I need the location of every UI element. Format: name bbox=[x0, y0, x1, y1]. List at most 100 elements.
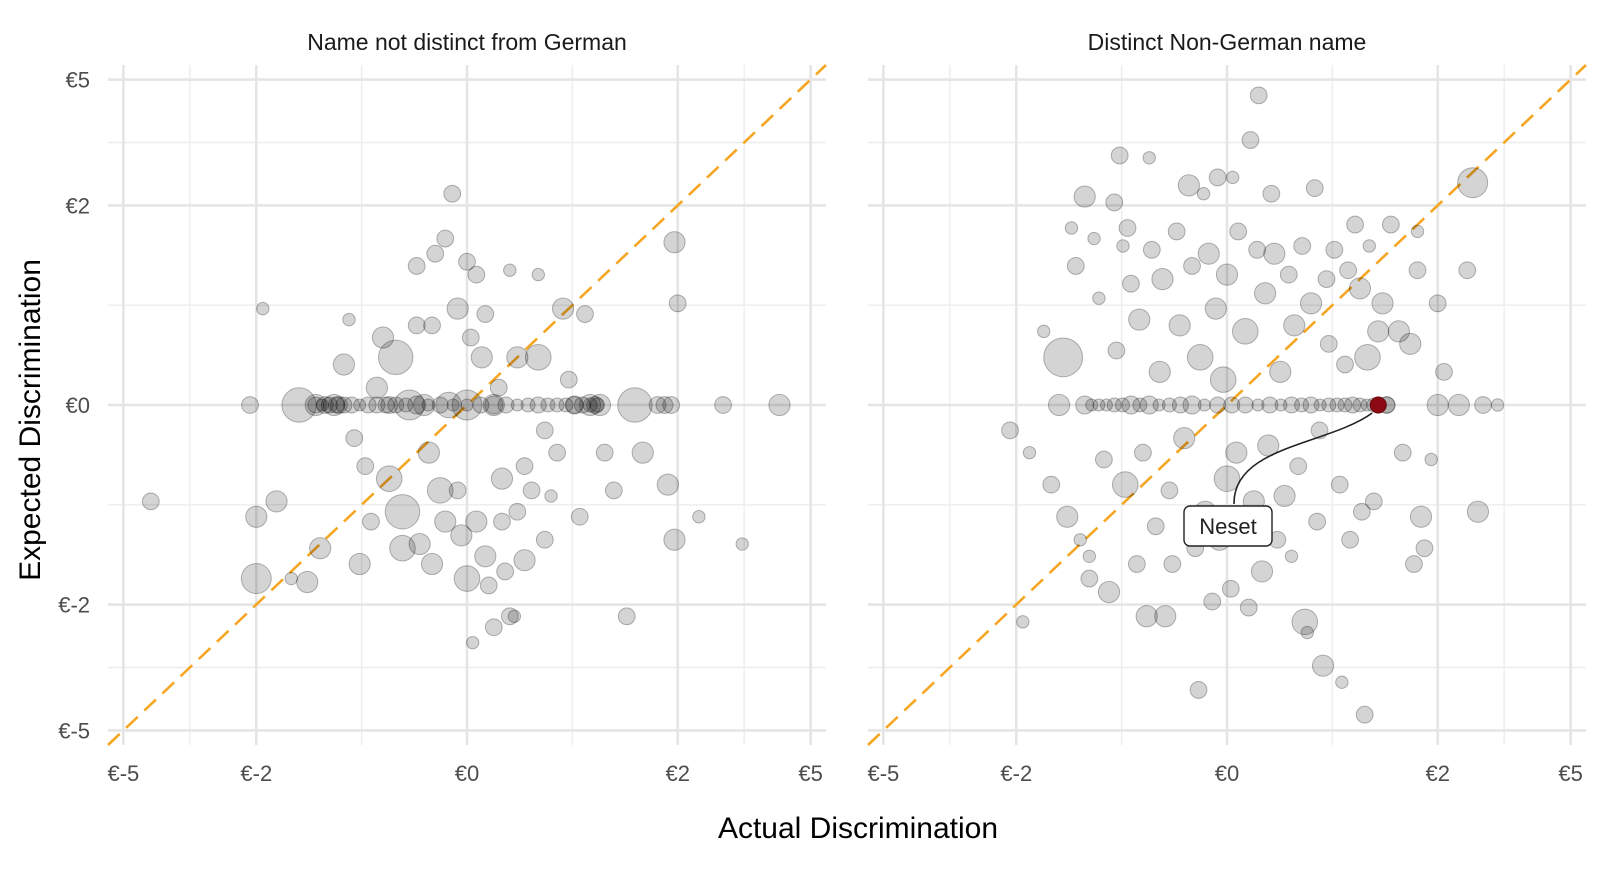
data-point bbox=[309, 537, 332, 560]
data-point bbox=[656, 473, 679, 496]
data-point bbox=[1279, 265, 1298, 284]
data-point bbox=[436, 229, 455, 248]
data-point bbox=[493, 512, 511, 531]
data-point bbox=[1490, 398, 1505, 412]
data-point bbox=[1209, 366, 1237, 393]
data-point bbox=[1085, 398, 1099, 412]
data-point bbox=[1229, 222, 1248, 241]
data-point bbox=[407, 395, 427, 415]
data-point bbox=[1355, 705, 1374, 724]
data-point bbox=[549, 397, 565, 413]
data-point bbox=[1424, 452, 1438, 467]
data-point bbox=[1336, 355, 1354, 374]
data-point bbox=[507, 609, 522, 623]
data-point bbox=[1167, 222, 1186, 241]
data-point bbox=[500, 607, 519, 626]
data-point bbox=[393, 389, 425, 421]
x-tick-label: €-2 bbox=[240, 761, 272, 786]
data-point bbox=[1283, 396, 1301, 414]
data-point bbox=[1346, 215, 1364, 234]
data-point bbox=[377, 396, 395, 414]
x-tick-label: €-5 bbox=[867, 761, 899, 786]
data-point bbox=[1254, 282, 1277, 305]
data-point bbox=[570, 507, 589, 526]
data-point bbox=[1092, 291, 1106, 305]
data-point bbox=[1457, 167, 1489, 199]
data-point bbox=[307, 396, 325, 414]
data-point bbox=[515, 457, 534, 476]
data-point bbox=[1221, 579, 1240, 598]
data-point bbox=[1294, 397, 1310, 413]
data-point bbox=[1092, 398, 1106, 412]
data-point bbox=[1305, 179, 1324, 198]
y-tick-label: €0 bbox=[66, 393, 90, 418]
data-point bbox=[1132, 397, 1148, 413]
data-point bbox=[1064, 221, 1079, 235]
data-point bbox=[573, 396, 591, 414]
data-point bbox=[1106, 397, 1122, 413]
data-point bbox=[1352, 502, 1371, 521]
reference-line-y-equals-x bbox=[867, 64, 1587, 746]
data-point bbox=[1354, 344, 1381, 371]
data-point bbox=[1114, 397, 1130, 413]
data-point bbox=[1435, 362, 1453, 381]
data-point bbox=[458, 252, 476, 271]
reference-line-y-equals-x bbox=[107, 64, 827, 746]
data-point bbox=[241, 396, 259, 414]
y-axis-title: Expected Discrimination bbox=[14, 259, 47, 581]
data-point bbox=[1042, 475, 1061, 494]
data-point bbox=[1111, 471, 1139, 498]
data-point bbox=[1387, 320, 1410, 343]
data-point bbox=[714, 396, 732, 414]
data-point bbox=[389, 534, 416, 562]
data-point bbox=[1196, 187, 1211, 201]
data-point bbox=[465, 510, 488, 533]
data-point bbox=[342, 312, 356, 327]
data-point bbox=[1283, 314, 1306, 337]
data-point bbox=[510, 398, 524, 412]
data-point bbox=[423, 316, 441, 335]
data-point bbox=[595, 443, 614, 462]
data-point bbox=[1135, 605, 1158, 628]
data-point bbox=[1447, 393, 1470, 417]
data-point bbox=[1186, 344, 1214, 371]
data-point bbox=[1177, 174, 1200, 197]
data-point bbox=[1203, 592, 1222, 611]
data-point bbox=[1225, 170, 1240, 185]
data-point bbox=[489, 378, 508, 397]
data-point bbox=[579, 393, 602, 417]
data-point bbox=[1367, 320, 1390, 343]
data-point bbox=[1173, 427, 1196, 450]
data-point bbox=[353, 398, 367, 412]
data-point bbox=[655, 396, 674, 414]
data-point bbox=[1248, 240, 1267, 259]
data-point bbox=[407, 316, 426, 335]
data-point bbox=[1317, 270, 1336, 288]
data-point bbox=[1001, 421, 1019, 440]
data-point bbox=[1364, 492, 1383, 511]
data-point bbox=[1056, 505, 1079, 528]
data-point bbox=[1426, 393, 1449, 417]
data-point bbox=[1197, 242, 1220, 265]
panel-distinct-non-german: Distinct Non-German name €-5 €-2 €0 €2 €5 Nese… bbox=[867, 29, 1587, 786]
data-point bbox=[1146, 517, 1165, 536]
data-point bbox=[398, 397, 414, 413]
data-point bbox=[1308, 512, 1327, 531]
data-point bbox=[1466, 500, 1490, 523]
x-tick-label: €-5 bbox=[107, 761, 139, 786]
data-point bbox=[1291, 608, 1319, 636]
data-point bbox=[1189, 681, 1208, 699]
data-point bbox=[631, 441, 654, 464]
data-point bbox=[467, 265, 486, 284]
data-point bbox=[582, 397, 598, 413]
data-point bbox=[564, 395, 584, 415]
data-point bbox=[1274, 398, 1288, 412]
data-point bbox=[663, 231, 686, 254]
y-tick-label: €5 bbox=[66, 68, 90, 93]
data-point bbox=[1458, 261, 1477, 280]
data-point bbox=[535, 421, 554, 440]
data-point bbox=[378, 339, 414, 376]
x-tick-label: €5 bbox=[1558, 761, 1582, 786]
x-tick-label: €-2 bbox=[1000, 761, 1032, 786]
data-point bbox=[482, 393, 505, 417]
